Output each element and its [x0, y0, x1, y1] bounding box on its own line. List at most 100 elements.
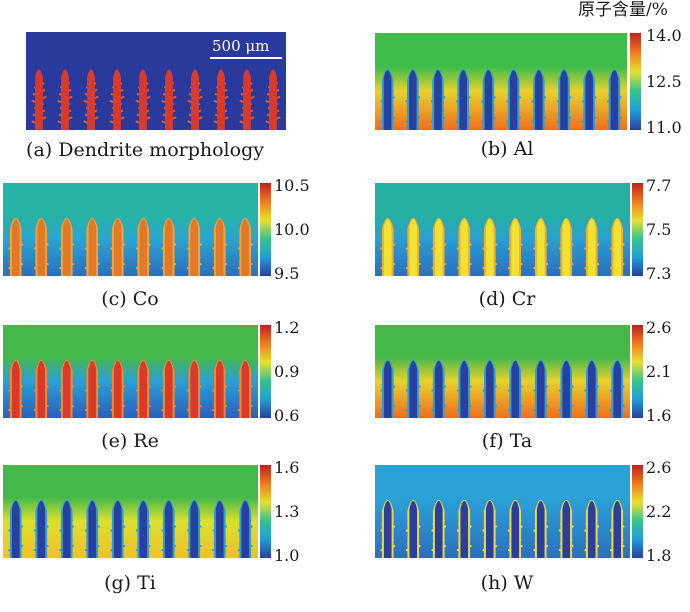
dendrite-trunk	[243, 69, 251, 130]
al-distribution-map-svg	[375, 33, 627, 130]
caption-d: (d) Cr	[478, 288, 536, 310]
dendrite-trunk	[511, 500, 520, 558]
cr-tick-max: 7.7	[646, 176, 672, 195]
dendrite-trunk	[113, 500, 122, 558]
dendrite-trunk	[164, 218, 173, 276]
panel-ti: 1.6 1.3 1.0 (g) Ti	[0, 458, 340, 612]
dendrite-trunk	[409, 70, 417, 130]
dendrite-trunk	[587, 360, 596, 418]
dendrite-trunk	[88, 218, 97, 276]
ta-distribution-map-svg	[375, 325, 630, 418]
cr-distribution-map	[375, 183, 630, 276]
dendrite-trunk	[613, 500, 622, 558]
w-distribution-map	[375, 465, 630, 558]
co-distribution-map	[3, 183, 258, 276]
dendrite-trunk	[164, 500, 173, 558]
dendrite-trunk	[164, 360, 173, 418]
ta-tick-mid: 2.1	[646, 362, 672, 381]
dendrite-trunk	[535, 70, 543, 130]
dendrite-trunk	[190, 500, 199, 558]
dendrite-trunk	[87, 69, 95, 130]
dendrite-morphology-image-svg	[26, 32, 286, 130]
w-tick-min: 1.8	[646, 546, 672, 565]
dendrite-trunk	[215, 500, 224, 558]
dendrite-trunk	[509, 70, 518, 130]
re-tick-max: 1.2	[274, 318, 300, 337]
ta-colorbar	[632, 325, 643, 418]
dendrite-trunk	[139, 500, 148, 558]
panel-w: 2.6 2.2 1.8 (h) W	[372, 460, 690, 612]
dendrite-trunk	[536, 500, 545, 558]
dendrite-trunk	[241, 218, 250, 276]
dendrite-trunk	[536, 360, 545, 418]
dendrite-trunk	[113, 69, 121, 130]
cr-colorbar	[632, 183, 643, 276]
dendrite-trunk	[383, 70, 392, 130]
dendrite-trunk	[460, 218, 469, 276]
dendrite-trunk	[269, 69, 277, 130]
dendrite-trunk	[485, 218, 494, 276]
re-tick-min: 0.6	[274, 406, 300, 425]
dendrite-trunk	[215, 218, 224, 276]
cr-tick-mid: 7.5	[646, 220, 672, 239]
dendrite-trunk	[460, 500, 469, 558]
al-tick-max: 14.0	[646, 26, 682, 45]
scale-bar-label: 500 μm	[212, 37, 270, 55]
ti-distribution-map-svg	[3, 465, 258, 558]
colorbar-unit-label: 原子含量/%	[578, 0, 668, 20]
cr-distribution-map-svg	[375, 183, 630, 276]
dendrite-trunk	[139, 218, 148, 276]
dendrite-trunk	[434, 70, 442, 130]
dendrite-trunk	[62, 218, 71, 276]
dendrite-trunk	[241, 500, 250, 558]
caption-e: (e) Re	[101, 430, 159, 452]
dendrite-trunk	[383, 218, 392, 276]
co-tick-mid: 10.0	[274, 220, 310, 239]
re-distribution-map-svg	[3, 325, 258, 418]
dendrite-morphology-image	[26, 32, 286, 130]
al-tick-mid: 12.5	[646, 72, 682, 91]
ta-tick-max: 2.6	[646, 318, 672, 337]
dendrite-trunk	[88, 500, 97, 558]
dendrite-trunk	[190, 360, 199, 418]
cr-tick-min: 7.3	[646, 264, 672, 283]
caption-f: (f) Ta	[481, 430, 533, 452]
caption-c: (c) Co	[101, 288, 159, 310]
w-distribution-map-svg	[375, 465, 630, 558]
re-tick-mid: 0.9	[274, 362, 300, 381]
ta-distribution-map	[375, 325, 630, 418]
dendrite-trunk	[190, 218, 199, 276]
dendrite-trunk	[113, 360, 122, 418]
al-distribution-map	[375, 33, 627, 130]
dendrite-trunk	[165, 69, 173, 130]
dendrite-trunk	[460, 360, 469, 418]
caption-b: (b) Al	[480, 138, 534, 160]
panel-co: 10.5 10.0 9.5 (c) Co	[0, 178, 340, 330]
dendrite-trunk	[485, 360, 494, 418]
dendrite-trunk	[511, 360, 520, 418]
dendrite-trunk	[11, 218, 20, 276]
dendrite-trunk	[37, 218, 46, 276]
dendrite-trunk	[613, 360, 622, 418]
ti-distribution-map	[3, 465, 258, 558]
dendrite-trunk	[215, 360, 224, 418]
al-colorbar	[630, 33, 641, 130]
dendrite-trunk	[409, 500, 418, 558]
ti-tick-min: 1.0	[274, 546, 300, 565]
dendrite-trunk	[62, 500, 71, 558]
co-colorbar	[260, 183, 271, 276]
ta-tick-min: 1.6	[646, 406, 672, 425]
ti-tick-mid: 1.3	[274, 502, 300, 521]
dendrite-trunk	[61, 69, 69, 130]
dendrite-trunk	[585, 70, 593, 130]
dendrite-trunk	[191, 69, 199, 130]
dendrite-trunk	[139, 360, 148, 418]
caption-g: (g) Ti	[104, 572, 156, 594]
re-colorbar	[260, 325, 271, 418]
ti-tick-max: 1.6	[274, 458, 300, 477]
dendrite-trunk	[35, 69, 43, 130]
dendrite-trunk	[562, 360, 571, 418]
dendrite-trunk	[37, 500, 46, 558]
scale-bar-line	[210, 57, 282, 59]
dendrite-trunk	[62, 360, 71, 418]
